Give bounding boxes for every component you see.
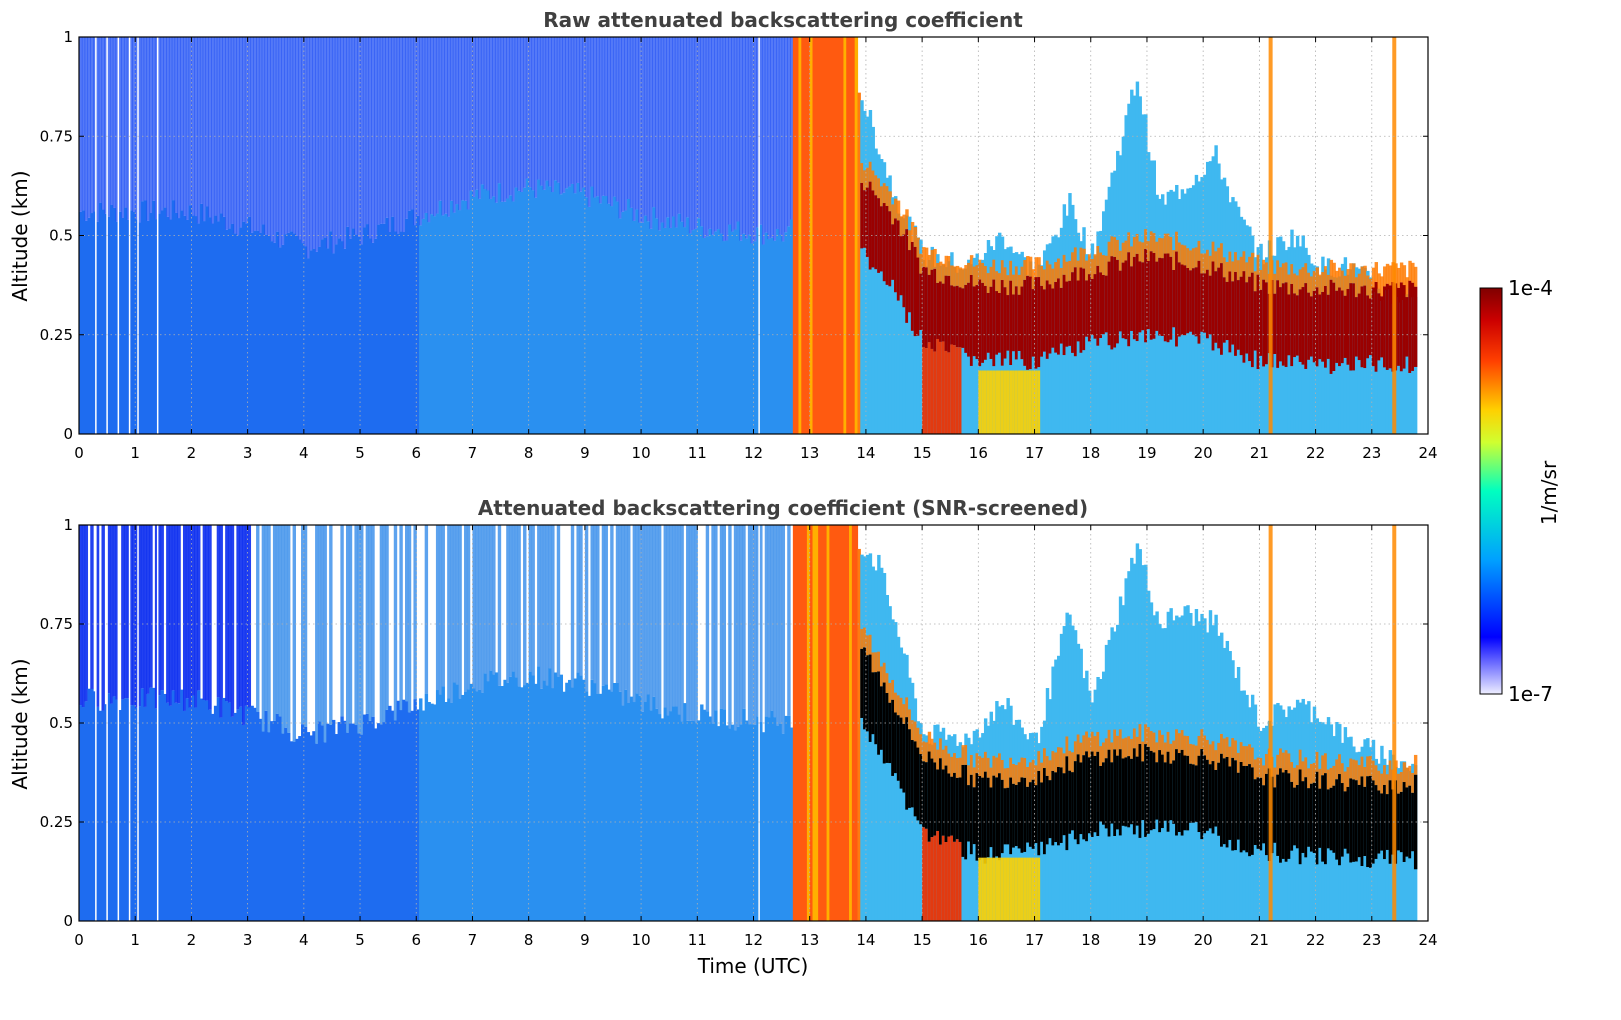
- x-tick-label: 14: [856, 931, 875, 949]
- x-tick-label: 13: [800, 444, 819, 462]
- x-tick-label: 2: [187, 444, 197, 462]
- x-tick-label: 23: [1362, 444, 1381, 462]
- x-tick-label: 19: [1137, 931, 1156, 949]
- x-tick-label: 0: [74, 444, 84, 462]
- colorbar: 1e-4 1e-7 1/m/sr: [1479, 276, 1561, 706]
- panel-raw: Raw attenuated backscattering coefficien…: [8, 8, 1438, 462]
- x-axis: 0 1 2 3 4 5 6 7 8 9 10 11 12 13 14 15 16 17 18 19 20 21 22 23 24: [74, 525, 1438, 949]
- x-tick-label: 1: [130, 931, 140, 949]
- x-tick-label: 5: [355, 444, 365, 462]
- x-tick-label: 21: [1250, 444, 1269, 462]
- x-tick-label: 9: [580, 931, 590, 949]
- plot-area: [78, 524, 1429, 922]
- y-axis-label: Altitude (km): [8, 658, 32, 789]
- x-tick-label: 0: [74, 931, 84, 949]
- x-tick-label: 20: [1194, 444, 1213, 462]
- y-tick-label: 0: [63, 425, 73, 443]
- x-tick-label: 20: [1194, 931, 1213, 949]
- x-axis: 0 1 2 3 4 5 6 7 8 9 10 11 12 13 14 15 16 17 18 19 20 21 22 23 24: [74, 37, 1438, 462]
- x-tick-label: 9: [580, 444, 590, 462]
- x-tick-label: 12: [744, 931, 763, 949]
- x-tick-label: 10: [632, 931, 651, 949]
- x-tick-label: 6: [411, 444, 421, 462]
- colorbar-max-label: 1e-4: [1508, 276, 1553, 300]
- x-tick-label: 8: [524, 931, 534, 949]
- x-tick-label: 15: [913, 931, 932, 949]
- y-axis: 0 0.25 0.5 0.75 1: [40, 28, 1428, 443]
- x-tick-label: 5: [355, 931, 365, 949]
- x-tick-label: 12: [744, 444, 763, 462]
- x-tick-label: 6: [411, 931, 421, 949]
- x-tick-label: 21: [1250, 931, 1269, 949]
- x-tick-label: 22: [1306, 444, 1325, 462]
- panel-title: Raw attenuated backscattering coefficien…: [543, 8, 1023, 32]
- x-tick-label: 10: [632, 444, 651, 462]
- x-tick-label: 11: [688, 931, 707, 949]
- x-tick-label: 17: [1025, 444, 1044, 462]
- x-tick-label: 17: [1025, 931, 1044, 949]
- colorbar-gradient: [1479, 287, 1503, 695]
- x-tick-label: 18: [1081, 931, 1100, 949]
- x-tick-label: 4: [299, 444, 309, 462]
- x-tick-label: 22: [1306, 931, 1325, 949]
- x-tick-label: 16: [969, 444, 988, 462]
- x-axis-label: Time (UTC): [697, 954, 809, 978]
- panel-screened: Attenuated backscattering coefficient (S…: [8, 496, 1438, 978]
- y-tick-label: 0.75: [40, 127, 73, 145]
- x-tick-label: 11: [688, 444, 707, 462]
- y-tick-label: 0.25: [40, 813, 73, 831]
- colorbar-min-label: 1e-7: [1508, 682, 1553, 706]
- x-tick-label: 8: [524, 444, 534, 462]
- y-axis: 0 0.25 0.5 0.75 1: [40, 516, 1428, 930]
- x-tick-label: 18: [1081, 444, 1100, 462]
- colorbar-unit-label: 1/m/sr: [1537, 460, 1561, 525]
- y-axis-label: Altitude (km): [8, 170, 32, 301]
- y-tick-label: 0.25: [40, 326, 73, 344]
- panel-title: Attenuated backscattering coefficient (S…: [478, 496, 1088, 520]
- x-tick-label: 7: [468, 444, 478, 462]
- y-tick-label: 0.75: [40, 615, 73, 633]
- x-tick-label: 7: [468, 931, 478, 949]
- x-tick-label: 23: [1362, 931, 1381, 949]
- y-tick-label: 1: [63, 516, 73, 534]
- x-tick-label: 3: [243, 444, 253, 462]
- x-tick-label: 3: [243, 931, 253, 949]
- x-tick-label: 1: [130, 444, 140, 462]
- y-tick-label: 0: [63, 912, 73, 930]
- x-tick-label: 4: [299, 931, 309, 949]
- x-tick-label: 14: [856, 444, 875, 462]
- plot-area: [78, 36, 1429, 435]
- x-tick-label: 13: [800, 931, 819, 949]
- y-tick-label: 1: [63, 28, 73, 46]
- y-tick-label: 0.5: [49, 714, 73, 732]
- x-tick-label: 15: [913, 444, 932, 462]
- x-tick-label: 19: [1137, 444, 1156, 462]
- x-tick-label: 2: [187, 931, 197, 949]
- y-tick-label: 0.5: [49, 227, 73, 245]
- x-tick-label: 24: [1418, 444, 1437, 462]
- x-tick-label: 24: [1418, 931, 1437, 949]
- x-tick-label: 16: [969, 931, 988, 949]
